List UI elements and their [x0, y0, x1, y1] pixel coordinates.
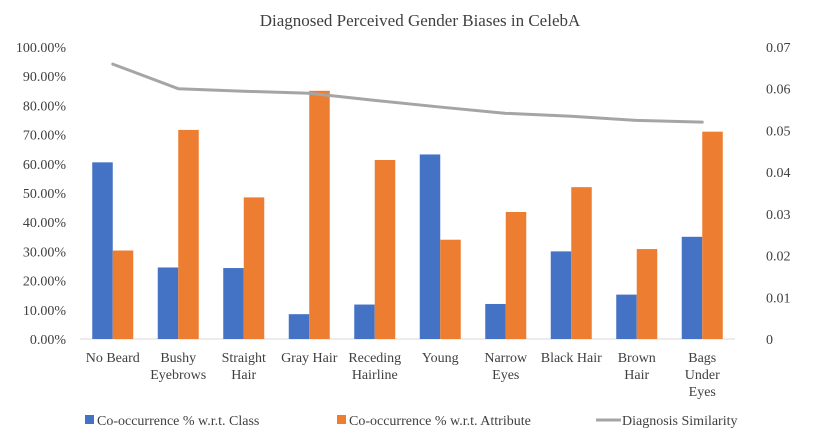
- y-right-tick-label: 0.03: [766, 208, 791, 223]
- bar-attribute-5: [440, 239, 461, 339]
- bar-class-9: [681, 236, 703, 339]
- y-left-tick-label: 30.00%: [23, 245, 67, 260]
- legend-label-1: Co-occurrence % w.r.t. Attribute: [349, 414, 531, 429]
- category-label: Brown Hair: [618, 351, 656, 383]
- bar-attribute-9: [702, 131, 723, 339]
- legend-swatch-1: [337, 415, 346, 424]
- chart-bars: [92, 90, 723, 339]
- bar-attribute-4: [374, 160, 396, 339]
- bar-attribute-3: [309, 90, 330, 339]
- y-left-tick-label: 70.00%: [23, 129, 67, 144]
- bar-attribute-6: [505, 211, 527, 339]
- category-label: No Beard: [86, 351, 140, 366]
- legend-label-0: Co-occurrence % w.r.t. Class: [97, 414, 259, 429]
- y-right-tick-label: 0.07: [766, 41, 791, 56]
- y-left-tick-label: 50.00%: [23, 187, 67, 202]
- legend-swatch-0: [85, 415, 94, 424]
- bar-class-5: [419, 154, 441, 339]
- bar-class-1: [157, 267, 179, 339]
- y-left-tick-label: 90.00%: [23, 70, 67, 85]
- chart-title: Diagnosed Perceived Gender Biases in Cel…: [260, 11, 581, 30]
- y-left-tick-label: 20.00%: [23, 275, 67, 290]
- category-label: Receding Hairline: [348, 351, 401, 383]
- category-label: Narrow Eyes: [484, 351, 528, 383]
- category-labels: No Beard Bushy Eyebrows Straight Hair Gray Ha…: [86, 351, 720, 400]
- bar-class-8: [616, 294, 637, 339]
- chart-line: [111, 62, 704, 124]
- category-label: Young: [422, 351, 459, 366]
- bar-attribute-2: [243, 197, 265, 339]
- bar-class-6: [485, 303, 506, 339]
- category-label: Gray Hair: [281, 351, 338, 366]
- legend-label-2: Diagnosis Similarity: [622, 414, 738, 429]
- bar-class-4: [354, 304, 375, 339]
- bar-attribute-1: [178, 129, 199, 339]
- category-label: Black Hair: [541, 351, 602, 366]
- y-right-tick-label: 0.01: [766, 291, 791, 306]
- bar-attribute-7: [571, 187, 592, 339]
- y-right-tick-label: 0.02: [766, 250, 791, 265]
- y-right-tick-label: 0: [766, 333, 773, 348]
- chart-legend: Co-occurrence % w.r.t. Class Co-occurrenc…: [85, 414, 738, 429]
- category-label: Bushy Eyebrows: [150, 351, 206, 383]
- y-left-tick-label: 10.00%: [23, 304, 67, 319]
- y-right-tick-label: 0.06: [766, 83, 791, 98]
- chart-axes: 0.00% 10.00% 20.00% 30.00% 40.00% 50.00% 60.00…: [16, 41, 791, 348]
- category-label: Bags Under Eyes: [685, 351, 720, 400]
- bar-class-3: [288, 314, 310, 339]
- bar-attribute-0: [112, 250, 134, 339]
- category-label: Straight Hair: [222, 351, 266, 383]
- y-left-tick-label: 60.00%: [23, 158, 67, 173]
- bar-class-7: [550, 251, 572, 339]
- y-left-tick-label: 40.00%: [23, 216, 67, 231]
- bar-class-0: [92, 162, 113, 339]
- similarity-line: [111, 62, 704, 124]
- y-left-tick-label: 80.00%: [23, 99, 67, 114]
- y-right-tick-label: 0.05: [766, 124, 791, 139]
- bar-attribute-8: [636, 249, 658, 339]
- bar-class-2: [223, 268, 244, 339]
- y-left-tick-label: 0.00%: [30, 333, 67, 348]
- y-left-tick-label: 100.00%: [16, 41, 67, 56]
- y-right-tick-label: 0.04: [766, 166, 791, 181]
